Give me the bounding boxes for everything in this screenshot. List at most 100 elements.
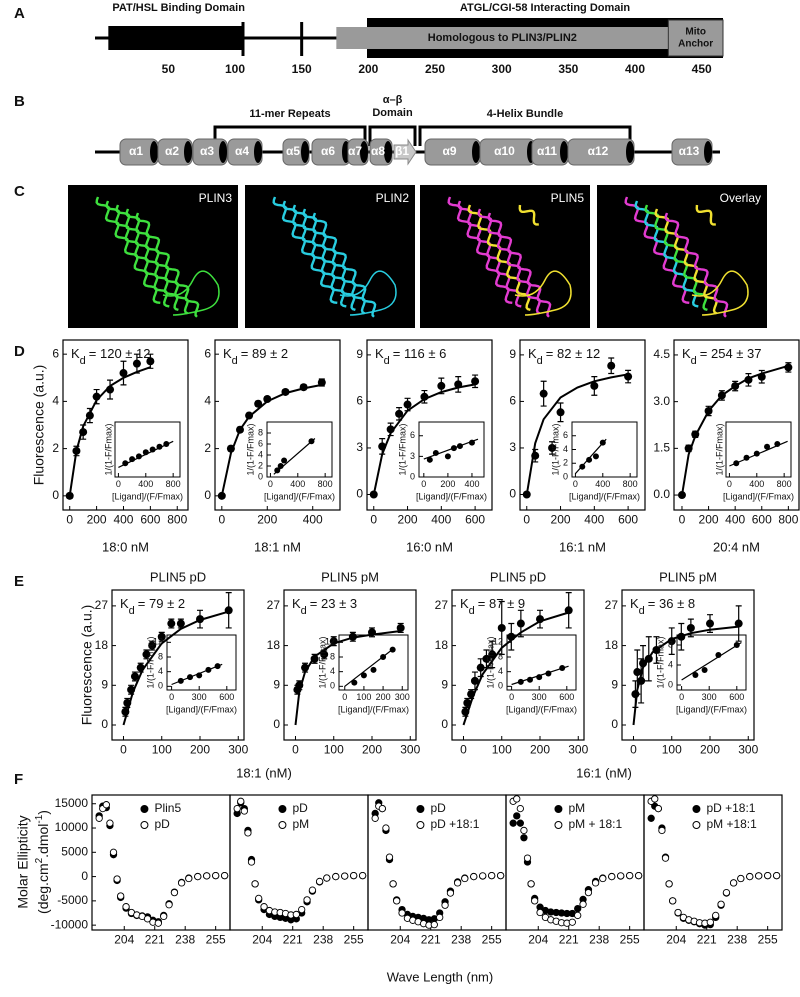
x-tick-label: 400 <box>113 512 133 526</box>
data-point <box>65 491 74 500</box>
kd-annotation: Kd = 79 ± 2 <box>120 596 185 616</box>
data-point <box>122 460 129 467</box>
kd-symbol: K <box>630 596 639 611</box>
structure-ribbon <box>312 212 377 318</box>
x-tick-label: 400 <box>138 479 153 489</box>
kd-annotation: Kd = 116 ± 6 <box>375 346 446 366</box>
data-point <box>441 901 449 909</box>
kd-value: = 89 ± 2 <box>241 346 288 361</box>
data-point <box>358 871 367 880</box>
kd-subscript: d <box>384 355 390 367</box>
x-tick-label: 0 <box>169 692 174 702</box>
x-tick-label: 255 <box>344 932 364 946</box>
x-tick-label: 221 <box>559 932 579 946</box>
x-tick-label: 400 <box>431 512 451 526</box>
structure-ribbon <box>115 204 179 312</box>
structure-ribbon <box>125 208 189 315</box>
x-axis-label: [Ligand]/(F/Fmax) <box>676 704 747 714</box>
domain-label: Mito <box>685 27 706 38</box>
x-tick-label: 600 <box>219 692 234 702</box>
data-point <box>132 359 141 368</box>
image-label: PLIN5 <box>551 191 585 205</box>
helix-label: α6 <box>321 144 335 158</box>
helix-label: α9 <box>442 144 456 158</box>
y-tick-label: 27 <box>95 598 109 612</box>
data-point <box>350 871 358 880</box>
legend-label: pD <box>154 817 170 831</box>
y-axis-label: Molar Ellipticity <box>15 815 31 908</box>
data-point <box>556 408 565 417</box>
data-point <box>360 672 367 679</box>
data-point <box>382 824 390 832</box>
data-point <box>323 874 331 882</box>
structure-ribbon <box>447 196 513 304</box>
data-point <box>496 871 505 880</box>
data-point <box>733 460 740 467</box>
y-tick-label: 8 <box>498 651 503 661</box>
x-tick-label: 400 <box>290 479 305 489</box>
x-tick-label: 800 <box>167 512 187 526</box>
x-tick-label: 255 <box>620 932 640 946</box>
y-tick-label: 18 <box>605 638 619 652</box>
x-tick-label: 200 <box>700 742 720 756</box>
data-point <box>523 854 532 862</box>
data-point <box>214 663 221 670</box>
data-point <box>135 453 142 460</box>
data-point <box>784 363 793 372</box>
data-point <box>531 897 539 905</box>
structure-ribbon <box>664 212 729 318</box>
y-axis-label: 1/(1-F/Fmax) <box>714 423 724 475</box>
data-point <box>143 915 152 923</box>
y-tick-label: 9 <box>273 677 280 691</box>
data-point <box>717 900 725 908</box>
structure-ribbon <box>634 200 699 308</box>
helix-label: α8 <box>371 144 385 158</box>
data-point <box>385 853 394 861</box>
data-point <box>470 676 479 685</box>
kd-subscript: d <box>232 355 238 367</box>
y-tick-label: 4 <box>204 394 211 408</box>
y-tick-label: -5000 <box>57 893 88 907</box>
kd-annotation: Kd = 87 ± 9 <box>460 596 525 616</box>
x-tick-label: 221 <box>421 932 441 946</box>
y-tick-label: 0 <box>563 471 568 481</box>
data-point <box>403 400 412 409</box>
data-point <box>292 910 300 919</box>
kd-subscript: d <box>537 355 543 367</box>
x-tick-label: 600 <box>465 512 485 526</box>
data-point <box>380 654 387 660</box>
legend-marker <box>692 821 701 829</box>
data-point <box>205 666 212 673</box>
data-point <box>142 449 149 456</box>
kd-value: = 36 ± 8 <box>648 596 695 611</box>
data-point <box>468 439 475 446</box>
helix-end <box>254 141 262 163</box>
y-tick-label: 18 <box>435 638 449 652</box>
data-point <box>430 921 438 929</box>
kd-subscript: d <box>129 605 135 617</box>
data-point <box>599 439 606 446</box>
data-point <box>746 872 754 881</box>
x-tick-label: 0 <box>268 479 273 489</box>
data-point <box>774 441 781 447</box>
x-tick-label: 450 <box>692 62 712 76</box>
x-tick-label: 204 <box>528 932 548 946</box>
x-tick-label: 200 <box>257 512 277 526</box>
data-point <box>127 685 136 694</box>
data-point <box>712 911 720 920</box>
x-tick-label: 238 <box>727 932 747 946</box>
y-tick-label: 0 <box>441 717 448 731</box>
data-point <box>203 872 211 880</box>
fit-curve <box>372 383 476 495</box>
fit-curve <box>632 625 739 726</box>
structure-ribbon <box>518 204 539 226</box>
y-tick-label: 2 <box>563 458 568 468</box>
y-tick-label: 4 <box>330 666 335 676</box>
plot-frame <box>418 421 485 478</box>
data-point <box>731 382 740 391</box>
y-tick-label: 6 <box>258 438 263 448</box>
data-point <box>329 637 338 646</box>
helix-label: α2 <box>165 144 179 158</box>
data-point <box>176 619 185 628</box>
region-label: α–β <box>383 94 403 106</box>
